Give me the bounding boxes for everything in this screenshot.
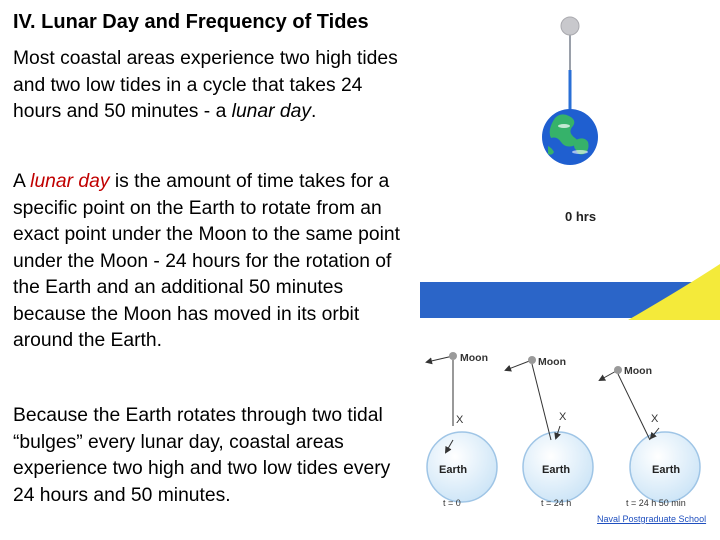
rotation-arrow-icon <box>444 439 454 454</box>
slide-title: IV. Lunar Day and Frequency of Tides <box>13 11 369 33</box>
diagram-step-t24h: Moon X Earth t = 24 h <box>504 356 594 508</box>
moon-line <box>531 363 552 441</box>
p2-lead: A <box>13 171 31 192</box>
lunar-day-diagram: Moon X Earth t = 0 Moon X Earth t = 24 h… <box>420 340 720 520</box>
paragraph-tide-cycle: Most coastal areas experience two high t… <box>13 46 408 126</box>
ocean-band <box>420 282 720 318</box>
moon-label: Moon <box>624 365 652 377</box>
orbit-arrow-icon <box>425 355 454 365</box>
time-label-t24h: t = 24 h <box>541 498 571 508</box>
point-x-label: X <box>559 411 567 423</box>
rotation-arrow-icon <box>649 427 660 440</box>
credit-link[interactable]: Naval Postgraduate School <box>597 514 707 524</box>
earth-icon <box>426 431 498 503</box>
point-x-label: X <box>456 414 464 426</box>
time-label: 0 hrs <box>565 209 596 224</box>
moonlight-wedge <box>628 264 720 320</box>
moon-icon <box>449 352 457 360</box>
lunar-day-diagram-graphic: Moon X Earth t = 0 Moon X Earth t = 24 h… <box>425 352 701 508</box>
rotation-arrow-icon <box>554 425 561 440</box>
paragraph-tidal-bulges: Because the Earth rotates through two ti… <box>13 405 391 506</box>
p1-term: lunar day <box>231 101 311 122</box>
moon-line <box>617 373 651 441</box>
earth-globe-icon <box>542 109 598 165</box>
earth-label: Earth <box>652 464 680 476</box>
moon-icon <box>614 366 622 374</box>
moon-label: Moon <box>460 352 488 364</box>
tide-animation-graphic: 0 hrs <box>420 16 720 320</box>
diagram-step-t24h50: Moon X Earth t = 24 h 50 min <box>598 365 701 508</box>
p1-text: Most coastal areas experience two high t… <box>13 48 398 122</box>
p2-term: lunar day <box>30 171 110 192</box>
p2-text: is the amount of time takes for a specif… <box>13 171 400 351</box>
earth-label: Earth <box>542 464 570 476</box>
earth-label: Earth <box>439 464 467 476</box>
point-x-label: X <box>651 413 659 425</box>
p1-end: . <box>310 101 317 122</box>
moon-icon <box>528 356 536 364</box>
orbit-arrow-icon <box>504 359 533 372</box>
paragraph-lunar-day-definition: A lunar day is the amount of time takes … <box>13 169 408 355</box>
time-label-t0: t = 0 <box>443 498 461 508</box>
diagram-step-t0: Moon X Earth t = 0 <box>425 352 498 508</box>
earth-icon <box>629 431 701 503</box>
time-label-t24h50: t = 24 h 50 min <box>626 498 686 508</box>
moon-icon <box>560 16 580 36</box>
tide-animation: 0 hrs <box>420 0 720 320</box>
moon-label: Moon <box>538 356 566 368</box>
